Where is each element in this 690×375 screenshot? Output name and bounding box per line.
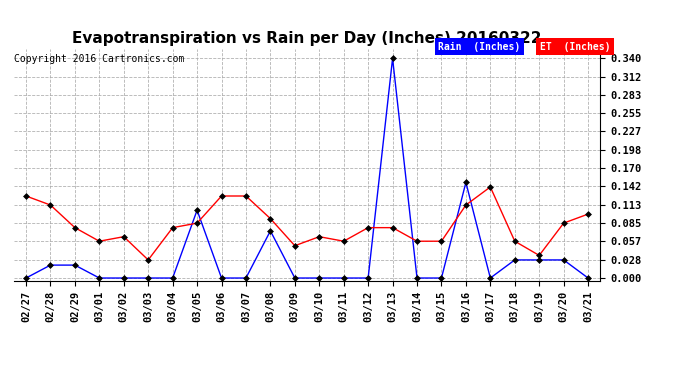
Text: Rain  (Inches): Rain (Inches) [438,42,520,52]
Text: ET  (Inches): ET (Inches) [540,42,610,52]
Text: Copyright 2016 Cartronics.com: Copyright 2016 Cartronics.com [14,54,184,64]
Title: Evapotranspiration vs Rain per Day (Inches) 20160322: Evapotranspiration vs Rain per Day (Inch… [72,31,542,46]
